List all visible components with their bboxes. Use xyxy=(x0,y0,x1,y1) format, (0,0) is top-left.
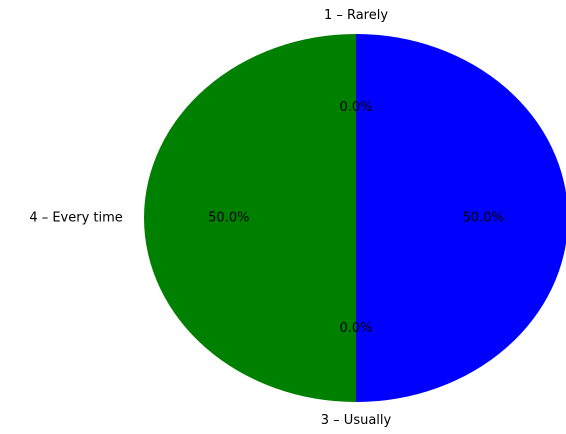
value-label: 0.0% xyxy=(339,321,372,336)
pie-slice xyxy=(356,34,566,402)
category-label: 3 – Usually xyxy=(321,413,392,428)
pie-slice xyxy=(144,34,356,402)
value-label: 0.0% xyxy=(339,100,372,115)
value-label: 50.0% xyxy=(208,211,249,226)
category-label: 4 – Every time xyxy=(29,211,122,226)
value-label: 50.0% xyxy=(463,211,504,226)
category-label: 1 – Rarely xyxy=(324,8,388,23)
